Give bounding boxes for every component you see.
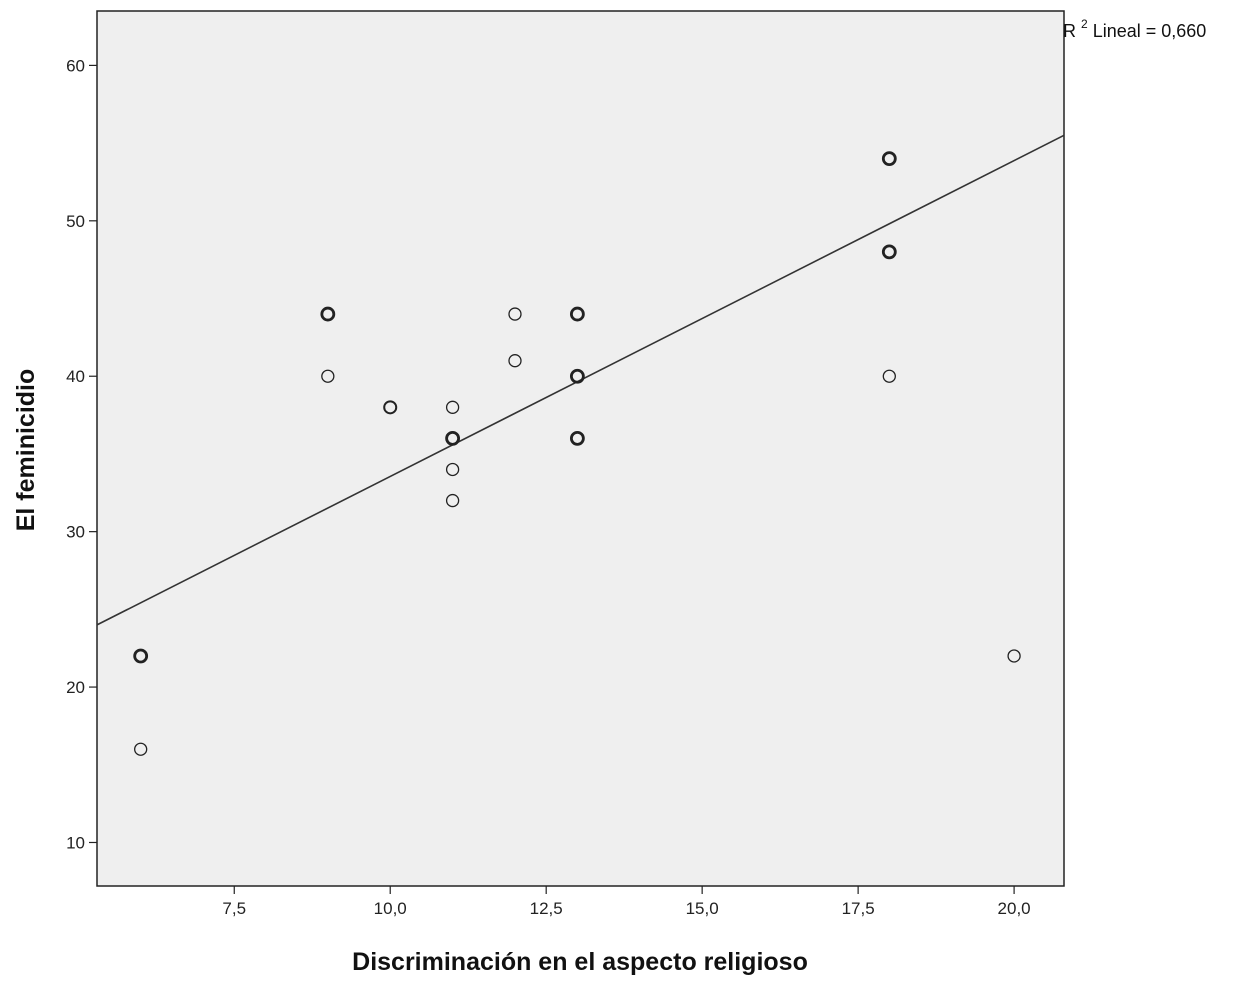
r-squared-superscript: 2 xyxy=(1081,17,1088,31)
x-tick-label: 15,0 xyxy=(686,899,719,918)
data-point xyxy=(569,430,585,446)
data-point xyxy=(133,648,149,664)
data-point xyxy=(569,368,585,384)
x-axis-ticks: 7,5 10,0 12,5 15,0 17,5 20,0 xyxy=(222,886,1031,918)
x-axis-title: Discriminación en el aspecto religioso xyxy=(352,948,808,976)
x-tick-label: 10,0 xyxy=(374,899,407,918)
x-tick-label: 20,0 xyxy=(998,899,1031,918)
data-point xyxy=(383,400,398,415)
y-tick-label: 30 xyxy=(66,523,85,542)
data-point xyxy=(1007,649,1021,663)
plot-area xyxy=(96,10,1065,887)
data-point xyxy=(569,306,585,322)
data-point xyxy=(320,306,336,322)
data-point xyxy=(445,493,460,508)
data-point xyxy=(445,462,460,477)
r-squared-base: R xyxy=(1063,21,1076,41)
data-points-layer xyxy=(133,151,1021,756)
x-tick-label: 7,5 xyxy=(222,899,246,918)
y-axis-ticks: 10 20 30 40 50 60 xyxy=(66,56,97,852)
y-tick-label: 60 xyxy=(66,56,85,75)
data-point xyxy=(508,307,522,321)
x-tick-label: 17,5 xyxy=(842,899,875,918)
data-point xyxy=(321,369,335,383)
y-tick-label: 50 xyxy=(66,212,85,231)
data-point xyxy=(134,742,148,756)
y-tick-label: 10 xyxy=(66,833,85,852)
y-tick-label: 40 xyxy=(66,367,85,386)
data-point xyxy=(882,369,896,383)
y-axis-title: El feminicidio xyxy=(12,369,40,532)
data-point xyxy=(881,244,897,260)
r-squared-annotation: R 2 Lineal = 0,660 xyxy=(1063,12,1206,41)
data-point xyxy=(445,430,461,446)
data-point xyxy=(881,151,897,167)
x-tick-label: 12,5 xyxy=(530,899,563,918)
data-point xyxy=(445,400,460,414)
y-tick-label: 20 xyxy=(66,678,85,697)
data-point xyxy=(508,354,522,368)
r-squared-text: Lineal = 0,660 xyxy=(1093,21,1207,41)
